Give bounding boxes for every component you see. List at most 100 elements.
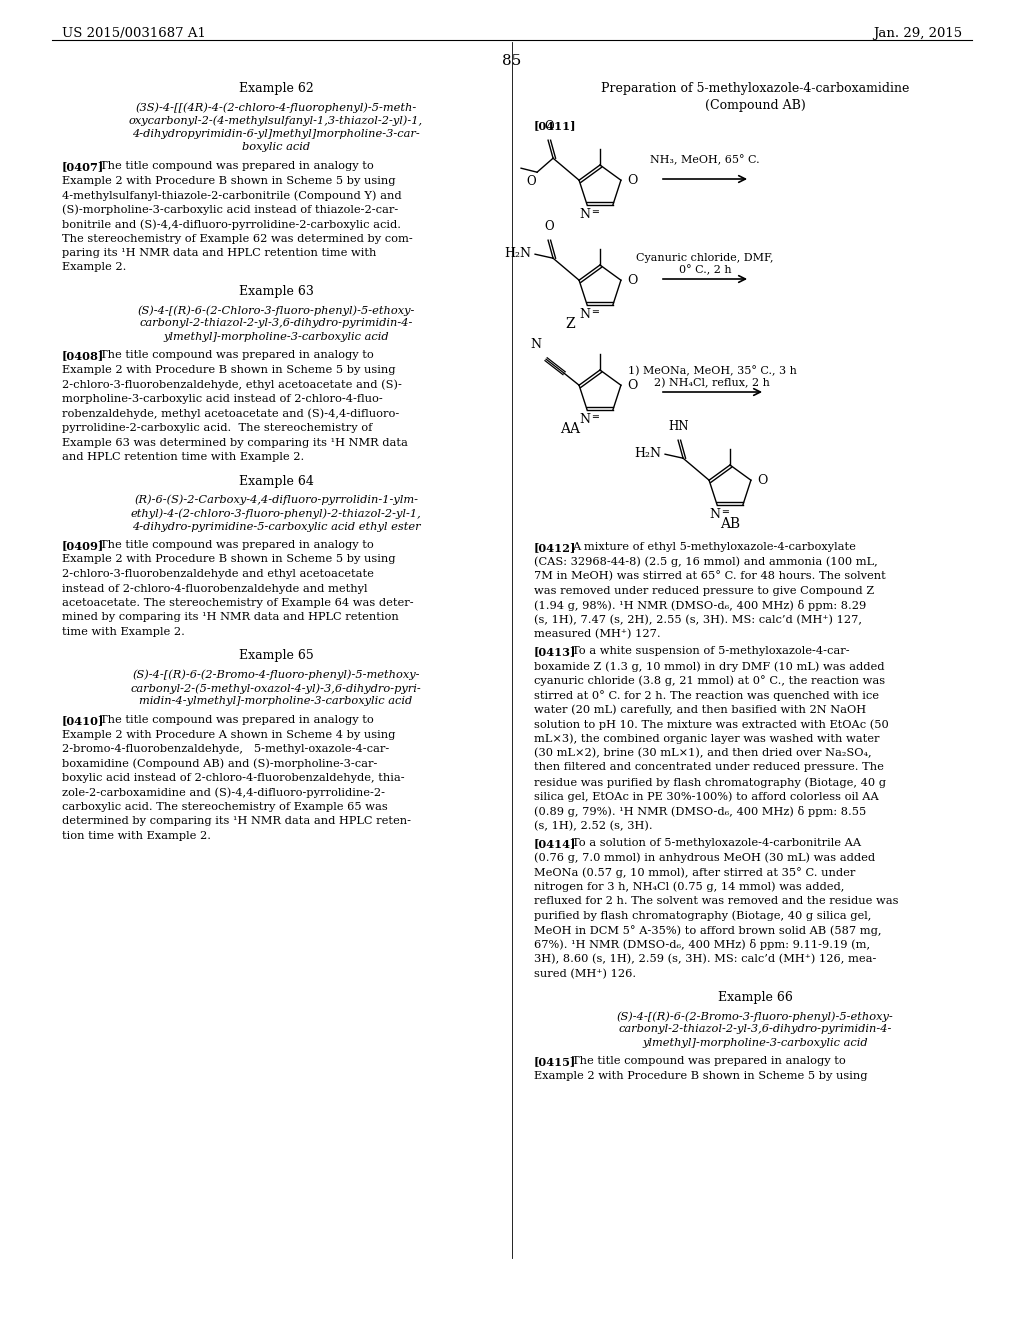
Text: A mixture of ethyl 5-methyloxazole-4-carboxylate: A mixture of ethyl 5-methyloxazole-4-car… [572,543,856,552]
Text: AB: AB [720,517,740,531]
Text: boxamidine (Compound AB) and (S)-morpholine-3-car-: boxamidine (Compound AB) and (S)-morphol… [62,759,378,770]
Text: (S)-4-[(R)-6-(2-Bromo-3-fluoro-phenyl)-5-ethoxy-: (S)-4-[(R)-6-(2-Bromo-3-fluoro-phenyl)-5… [616,1011,893,1022]
Text: The title compound was prepared in analogy to: The title compound was prepared in analo… [100,715,374,725]
Text: 85: 85 [503,54,521,69]
Text: Example 2.: Example 2. [62,263,126,272]
Text: (0.76 g, 7.0 mmol) in anhydrous MeOH (30 mL) was added: (0.76 g, 7.0 mmol) in anhydrous MeOH (30… [534,853,876,863]
Text: determined by comparing its ¹H NMR data and HPLC reten-: determined by comparing its ¹H NMR data … [62,817,411,826]
Text: water (20 mL) carefully, and then basified with 2N NaOH: water (20 mL) carefully, and then basifi… [534,705,866,715]
Text: was removed under reduced pressure to give Compound Z: was removed under reduced pressure to gi… [534,586,874,595]
Text: (S)-4-[(R)-6-(2-Bromo-4-fluoro-phenyl)-5-methoxy-: (S)-4-[(R)-6-(2-Bromo-4-fluoro-phenyl)-5… [132,669,420,680]
Text: (CAS: 32968-44-8) (2.5 g, 16 mmol) and ammonia (100 mL,: (CAS: 32968-44-8) (2.5 g, 16 mmol) and a… [534,557,878,568]
Text: To a solution of 5-methyloxazole-4-carbonitrile AA: To a solution of 5-methyloxazole-4-carbo… [572,838,861,847]
Text: boxylic acid: boxylic acid [242,143,310,153]
Text: nitrogen for 3 h, NH₄Cl (0.75 g, 14 mmol) was added,: nitrogen for 3 h, NH₄Cl (0.75 g, 14 mmol… [534,882,845,892]
Text: 4-methylsulfanyl-thiazole-2-carbonitrile (Compound Y) and: 4-methylsulfanyl-thiazole-2-carbonitrile… [62,190,401,201]
Text: (s, 1H), 2.52 (s, 3H).: (s, 1H), 2.52 (s, 3H). [534,821,652,830]
Text: boxylic acid instead of 2-chloro-4-fluorobenzaldehyde, thia-: boxylic acid instead of 2-chloro-4-fluor… [62,774,404,783]
Text: (S)-morpholine-3-carboxylic acid instead of thiazole-2-car-: (S)-morpholine-3-carboxylic acid instead… [62,205,398,215]
Text: 1) MeONa, MeOH, 35° C., 3 h: 1) MeONa, MeOH, 35° C., 3 h [628,366,797,376]
Text: Cyanuric chloride, DMF,: Cyanuric chloride, DMF, [636,253,774,263]
Text: N: N [710,508,721,521]
Text: 3H), 8.60 (s, 1H), 2.59 (s, 3H). MS: calc’d (MH⁺) 126, mea-: 3H), 8.60 (s, 1H), 2.59 (s, 3H). MS: cal… [534,954,877,965]
Text: Example 2 with Procedure A shown in Scheme 4 by using: Example 2 with Procedure A shown in Sche… [62,730,395,739]
Text: O: O [545,220,554,234]
Text: NH₃, MeOH, 65° C.: NH₃, MeOH, 65° C. [650,154,760,165]
Text: 7M in MeOH) was stirred at 65° C. for 48 hours. The solvent: 7M in MeOH) was stirred at 65° C. for 48… [534,572,886,582]
Text: (1.94 g, 98%). ¹H NMR (DMSO-d₆, 400 MHz) δ ppm: 8.29: (1.94 g, 98%). ¹H NMR (DMSO-d₆, 400 MHz)… [534,601,866,611]
Text: morpholine-3-carboxylic acid instead of 2-chloro-4-fluo-: morpholine-3-carboxylic acid instead of … [62,393,383,404]
Text: ═: ═ [722,508,728,517]
Text: solution to pH 10. The mixture was extracted with EtOAc (50: solution to pH 10. The mixture was extra… [534,719,889,730]
Text: 2-bromo-4-fluorobenzaldehyde,   5-methyl-oxazole-4-car-: 2-bromo-4-fluorobenzaldehyde, 5-methyl-o… [62,744,389,754]
Text: The title compound was prepared in analogy to: The title compound was prepared in analo… [100,351,374,360]
Text: oxycarbonyl-2-(4-methylsulfanyl-1,3-thiazol-2-yl)-1,: oxycarbonyl-2-(4-methylsulfanyl-1,3-thia… [129,116,423,127]
Text: (s, 1H), 7.47 (s, 2H), 2.55 (s, 3H). MS: calc’d (MH⁺) 127,: (s, 1H), 7.47 (s, 2H), 2.55 (s, 3H). MS:… [534,615,862,624]
Text: acetoacetate. The stereochemistry of Example 64 was deter-: acetoacetate. The stereochemistry of Exa… [62,598,414,609]
Text: bonitrile and (S)-4,4-difluoro-pyrrolidine-2-carboxylic acid.: bonitrile and (S)-4,4-difluoro-pyrrolidi… [62,219,401,230]
Text: carbonyl-2-thiazol-2-yl-3,6-dihydro-pyrimidin-4-: carbonyl-2-thiazol-2-yl-3,6-dihydro-pyri… [618,1024,892,1035]
Text: Example 66: Example 66 [718,991,793,1005]
Text: Example 2 with Procedure B shown in Scheme 5 by using: Example 2 with Procedure B shown in Sche… [62,554,395,565]
Text: ylmethyl]-morpholine-3-carboxylic acid: ylmethyl]-morpholine-3-carboxylic acid [642,1038,867,1048]
Text: O: O [627,273,637,286]
Text: robenzaldehyde, methyl acetoacetate and (S)-4,4-difluoro-: robenzaldehyde, methyl acetoacetate and … [62,408,399,418]
Text: HN: HN [669,420,689,433]
Text: (R)-6-(S)-2-Carboxy-4,4-difluoro-pyrrolidin-1-ylm-: (R)-6-(S)-2-Carboxy-4,4-difluoro-pyrroli… [134,495,418,506]
Text: carbonyl-2-thiazol-2-yl-3,6-dihydro-pyrimidin-4-: carbonyl-2-thiazol-2-yl-3,6-dihydro-pyri… [139,318,413,329]
Text: boxamide Z (1.3 g, 10 mmol) in dry DMF (10 mL) was added: boxamide Z (1.3 g, 10 mmol) in dry DMF (… [534,661,885,672]
Text: Example 2 with Procedure B shown in Scheme 5 by using: Example 2 with Procedure B shown in Sche… [534,1071,867,1081]
Text: The stereochemistry of Example 62 was determined by com-: The stereochemistry of Example 62 was de… [62,234,413,243]
Text: MeONa (0.57 g, 10 mmol), after stirred at 35° C. under: MeONa (0.57 g, 10 mmol), after stirred a… [534,867,855,878]
Text: To a white suspension of 5-methyloxazole-4-car-: To a white suspension of 5-methyloxazole… [572,647,850,656]
Text: [0410]: [0410] [62,715,104,726]
Text: ═: ═ [592,413,598,422]
Text: Example 63: Example 63 [239,285,313,298]
Text: The title compound was prepared in analogy to: The title compound was prepared in analo… [100,161,374,172]
Text: (S)-4-[(R)-6-(2-Chloro-3-fluoro-phenyl)-5-ethoxy-: (S)-4-[(R)-6-(2-Chloro-3-fluoro-phenyl)-… [137,305,415,315]
Text: 2) NH₄Cl, reflux, 2 h: 2) NH₄Cl, reflux, 2 h [654,378,770,388]
Text: O: O [757,474,767,487]
Text: measured (MH⁺) 127.: measured (MH⁺) 127. [534,630,660,639]
Text: ═: ═ [592,207,598,216]
Text: 2-chloro-3-fluorobenzaldehyde and ethyl acetoacetate: 2-chloro-3-fluorobenzaldehyde and ethyl … [62,569,374,579]
Text: purified by flash chromatography (Biotage, 40 g silica gel,: purified by flash chromatography (Biotag… [534,911,871,921]
Text: cyanuric chloride (3.8 g, 21 mmol) at 0° C., the reaction was: cyanuric chloride (3.8 g, 21 mmol) at 0°… [534,676,885,686]
Text: [0415]: [0415] [534,1056,577,1068]
Text: Preparation of 5-methyloxazole-4-carboxamidine: Preparation of 5-methyloxazole-4-carboxa… [601,82,909,95]
Text: ═: ═ [592,308,598,317]
Text: H₂N: H₂N [504,247,531,260]
Text: residue was purified by flash chromatography (Biotage, 40 g: residue was purified by flash chromatogr… [534,777,886,788]
Text: MeOH in DCM 5° A-35%) to afford brown solid AB (587 mg,: MeOH in DCM 5° A-35%) to afford brown so… [534,925,882,936]
Text: paring its ¹H NMR data and HPLC retention time with: paring its ¹H NMR data and HPLC retentio… [62,248,377,257]
Text: US 2015/0031687 A1: US 2015/0031687 A1 [62,26,206,40]
Text: carboxylic acid. The stereochemistry of Example 65 was: carboxylic acid. The stereochemistry of … [62,803,388,812]
Text: ethyl)-4-(2-chloro-3-fluoro-phenyl)-2-thiazol-2-yl-1,: ethyl)-4-(2-chloro-3-fluoro-phenyl)-2-th… [131,508,421,519]
Text: 67%). ¹H NMR (DMSO-d₆, 400 MHz) δ ppm: 9.11-9.19 (m,: 67%). ¹H NMR (DMSO-d₆, 400 MHz) δ ppm: 9… [534,940,870,950]
Text: and HPLC retention time with Example 2.: and HPLC retention time with Example 2. [62,451,304,462]
Text: sured (MH⁺) 126.: sured (MH⁺) 126. [534,969,636,979]
Text: N: N [580,413,591,426]
Text: [0412]: [0412] [534,543,577,553]
Text: then filtered and concentrated under reduced pressure. The: then filtered and concentrated under red… [534,763,884,772]
Text: The title compound was prepared in analogy to: The title compound was prepared in analo… [572,1056,846,1067]
Text: Example 64: Example 64 [239,474,313,487]
Text: 4-dihydropyrimidin-6-yl]methyl]morpholine-3-car-: 4-dihydropyrimidin-6-yl]methyl]morpholin… [132,129,420,139]
Text: time with Example 2.: time with Example 2. [62,627,185,638]
Text: O: O [627,379,637,392]
Text: (0.89 g, 79%). ¹H NMR (DMSO-d₆, 400 MHz) δ ppm: 8.55: (0.89 g, 79%). ¹H NMR (DMSO-d₆, 400 MHz)… [534,807,866,817]
Text: N: N [530,338,541,351]
Text: Example 62: Example 62 [239,82,313,95]
Text: (Compound AB): (Compound AB) [705,99,805,112]
Text: [0408]: [0408] [62,351,104,362]
Text: O: O [545,120,554,133]
Text: Jan. 29, 2015: Jan. 29, 2015 [872,26,962,40]
Text: O: O [627,174,637,186]
Text: [0409]: [0409] [62,540,104,550]
Text: zole-2-carboxamidine and (S)-4,4-difluoro-pyrrolidine-2-: zole-2-carboxamidine and (S)-4,4-difluor… [62,788,385,799]
Text: (30 mL×2), brine (30 mL×1), and then dried over Na₂SO₄,: (30 mL×2), brine (30 mL×1), and then dri… [534,748,871,759]
Text: refluxed for 2 h. The solvent was removed and the residue was: refluxed for 2 h. The solvent was remove… [534,896,898,906]
Text: Z: Z [565,317,574,331]
Text: H₂N: H₂N [634,446,662,459]
Text: stirred at 0° C. for 2 h. The reaction was quenched with ice: stirred at 0° C. for 2 h. The reaction w… [534,690,879,701]
